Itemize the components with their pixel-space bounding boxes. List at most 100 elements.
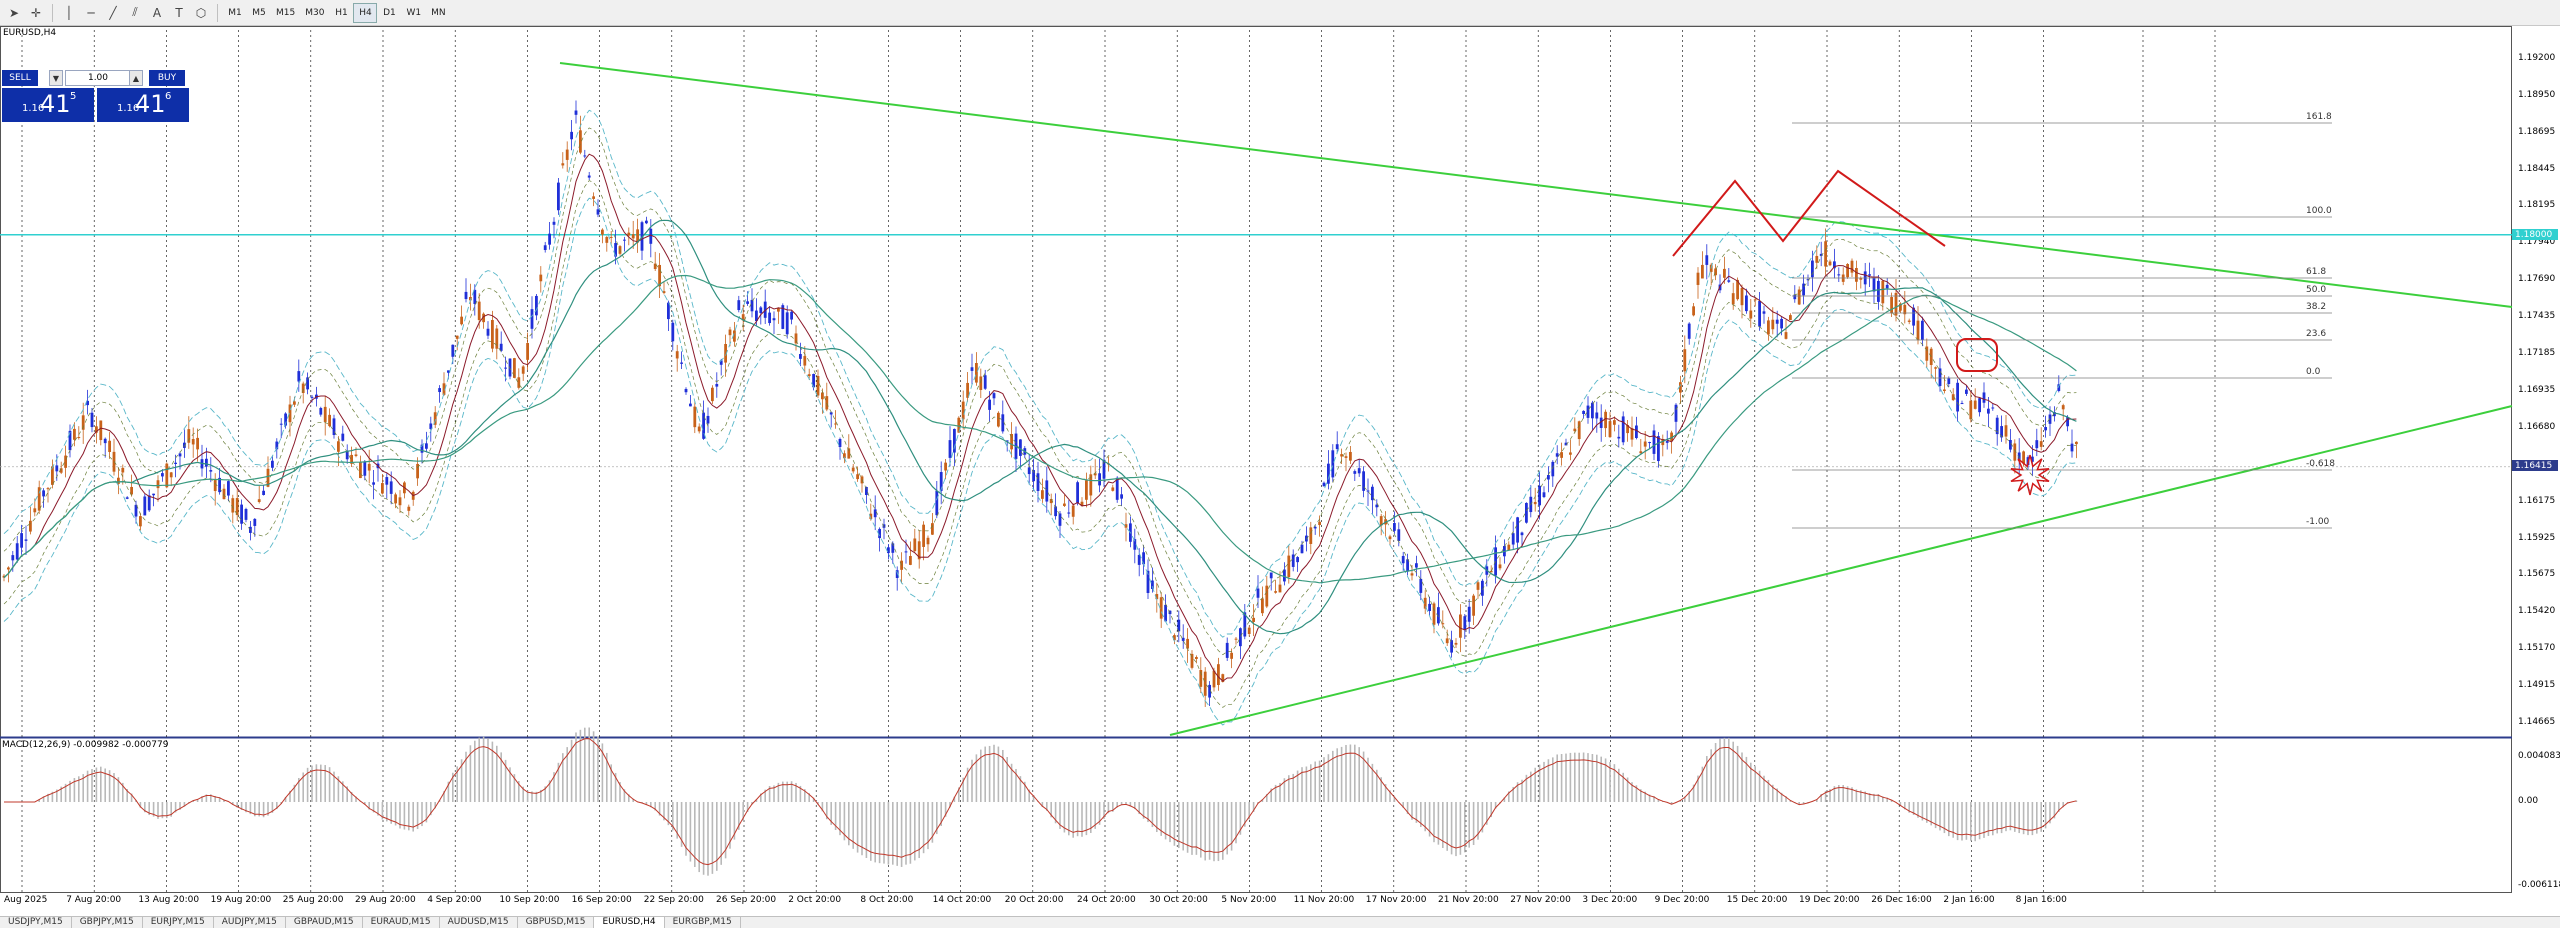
candle-body (218, 477, 221, 493)
candle-body (1943, 389, 1946, 392)
candle-body (1010, 433, 1013, 450)
vertical-line-icon[interactable]: │ (65, 5, 73, 20)
channel-icon[interactable]: ⫽ (132, 5, 138, 19)
date-label: 3 Dec 20:00 (1582, 895, 1638, 905)
candle-body (1877, 280, 1880, 302)
candle-body (1753, 299, 1757, 301)
candle-body (235, 498, 239, 516)
candle-body (1265, 585, 1269, 607)
chart-tab[interactable]: EURAUD,M15 (363, 917, 440, 928)
candle-body (11, 555, 15, 561)
candle-body (667, 302, 670, 320)
chart-tab[interactable]: GBPUSD,M15 (518, 917, 595, 928)
candle-body (1423, 597, 1427, 609)
candle-body (1019, 439, 1022, 456)
shapes-icon[interactable]: ⬡ (195, 5, 207, 20)
timeframe-m15[interactable]: M15 (276, 7, 296, 18)
candle-body (284, 413, 287, 426)
candle-body (887, 547, 890, 554)
candle-body (873, 509, 877, 518)
candle-body (1049, 499, 1053, 504)
candle-body (1063, 503, 1066, 506)
candle-body (1217, 664, 1220, 686)
candle-body (73, 428, 76, 440)
timeframe-m1[interactable]: M1 (228, 7, 242, 18)
chart-tab[interactable]: EURJPY,M15 (143, 917, 214, 928)
candle-body (1995, 417, 1999, 435)
candle-body (508, 358, 512, 377)
date-label: 16 Sep 20:00 (571, 895, 632, 905)
candle-body (1093, 473, 1097, 476)
candle-body (1313, 526, 1317, 529)
candle-body (1855, 267, 1858, 282)
candle-body (15, 543, 19, 560)
chart-tab[interactable]: GBPJPY,M15 (72, 917, 143, 928)
volume-field[interactable]: 1.00 (65, 70, 131, 86)
timeframe-h1[interactable]: H1 (335, 7, 348, 18)
timeframe-m30[interactable]: M30 (305, 7, 325, 18)
candle-body (948, 440, 952, 458)
timeframe-mn[interactable]: MN (431, 7, 446, 18)
candle-body (614, 243, 617, 257)
star-marker (2010, 454, 2050, 496)
candle-body (1573, 428, 1577, 432)
volume-up-button[interactable]: ▲ (129, 70, 143, 86)
candle-body (909, 555, 912, 565)
candle-body (1181, 637, 1185, 641)
candle-body (64, 455, 67, 468)
timeframe-m5[interactable]: M5 (252, 7, 266, 18)
chart-tab[interactable]: USDJPY,M15 (0, 917, 72, 928)
candle-body (2022, 451, 2025, 464)
candle-body (543, 245, 547, 250)
price-chart[interactable] (0, 26, 2560, 916)
chart-tab[interactable]: EURUSD,H4 (594, 917, 665, 928)
timeframe-h4[interactable]: H4 (353, 2, 378, 23)
candle-body (812, 373, 815, 388)
chart-tab[interactable]: GBPAUD,M15 (286, 917, 363, 928)
candle-body (1067, 512, 1071, 514)
candle-body (711, 387, 714, 402)
trendline-icon[interactable]: ╱ (109, 5, 117, 20)
chart-tab[interactable]: AUDJPY,M15 (214, 917, 286, 928)
candle-body (1261, 598, 1264, 614)
chart-window[interactable]: EURUSD,H4 MACD(12,26,9) -0.009982 -0.000… (0, 26, 2560, 916)
candle-body (297, 371, 301, 382)
candle-body (1630, 428, 1634, 440)
chart-tab[interactable]: EURGBP,M15 (665, 917, 741, 928)
candle-body (477, 301, 481, 321)
candle-body (1643, 441, 1647, 447)
date-label: 11 Nov 20:00 (1293, 895, 1355, 905)
horizontal-line-icon[interactable]: ─ (87, 5, 95, 20)
candle-body (1159, 597, 1163, 619)
candle-body (997, 412, 1000, 427)
fibonacci-level-label: 161.8 (2306, 112, 2332, 122)
candle-body (1076, 482, 1079, 504)
timeframe-d1[interactable]: D1 (383, 7, 396, 18)
timeframe-w1[interactable]: W1 (406, 7, 422, 18)
candle-body (913, 538, 917, 552)
candle-body (460, 316, 463, 325)
candle-body (1925, 346, 1929, 361)
crosshair-icon[interactable]: ✛ (30, 5, 42, 20)
buy-button[interactable]: BUY (149, 70, 185, 86)
candle-body (2035, 440, 2039, 449)
candle-body (1727, 280, 1731, 282)
ask-price[interactable]: 1.16 41 6 (97, 88, 189, 122)
bid-price[interactable]: 1.16 41 5 (2, 88, 94, 122)
text-label-icon[interactable]: T (175, 5, 183, 20)
text-icon[interactable]: A (152, 5, 162, 20)
candle-body (579, 130, 582, 153)
candle-body (1344, 456, 1348, 458)
price-axis-label: 1.17435 (2518, 311, 2556, 322)
candle-body (1604, 411, 1607, 429)
macd-axis-label: 0.00 (2518, 796, 2539, 806)
volume-down-button[interactable]: ▼ (49, 70, 63, 86)
cursor-icon[interactable]: ➤ (8, 5, 20, 20)
chart-tab[interactable]: AUDUSD,M15 (440, 917, 518, 928)
candle-body (856, 474, 859, 480)
candle-body (1507, 544, 1511, 551)
candle-body (1366, 490, 1370, 492)
candle-body (645, 220, 648, 224)
envelope-lower (3, 180, 2077, 708)
sell-button[interactable]: SELL (2, 70, 38, 86)
